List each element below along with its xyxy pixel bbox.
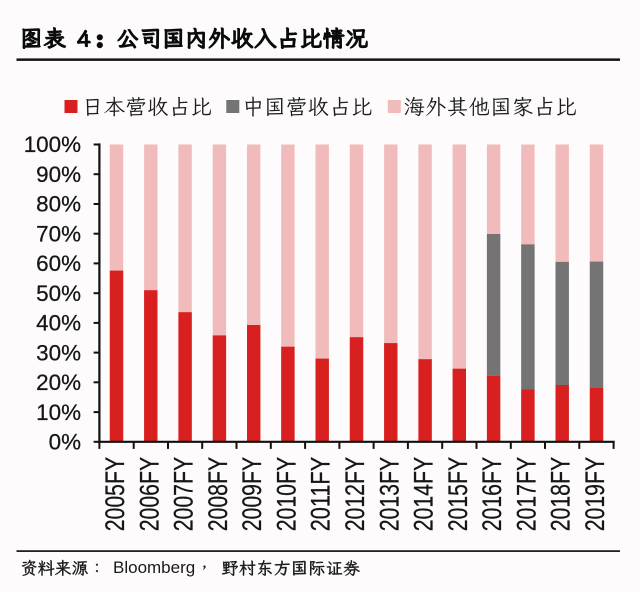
svg-text:40%: 40% bbox=[36, 311, 81, 336]
svg-text:10%: 10% bbox=[36, 400, 81, 425]
svg-text:80%: 80% bbox=[36, 192, 81, 217]
svg-text:2009FY: 2009FY bbox=[237, 457, 267, 532]
svg-text:2006FY: 2006FY bbox=[134, 457, 164, 532]
svg-text:20%: 20% bbox=[36, 370, 81, 395]
svg-text:30%: 30% bbox=[36, 340, 81, 365]
svg-text:2014FY: 2014FY bbox=[409, 457, 439, 532]
svg-text:2019FY: 2019FY bbox=[580, 457, 610, 532]
svg-text:2017FY: 2017FY bbox=[511, 457, 541, 532]
svg-text:90%: 90% bbox=[36, 162, 81, 187]
svg-text:2005FY: 2005FY bbox=[100, 457, 130, 532]
svg-text:100%: 100% bbox=[24, 132, 81, 157]
svg-text:2007FY: 2007FY bbox=[169, 457, 199, 532]
svg-text:60%: 60% bbox=[36, 251, 81, 276]
svg-text:70%: 70% bbox=[36, 221, 81, 246]
svg-text:Bloomberg: Bloomberg bbox=[113, 558, 195, 577]
svg-text:2008FY: 2008FY bbox=[203, 457, 233, 532]
svg-text:0%: 0% bbox=[49, 430, 81, 455]
svg-text:50%: 50% bbox=[36, 281, 81, 306]
svg-text:2015FY: 2015FY bbox=[443, 457, 473, 532]
svg-text:2011FY: 2011FY bbox=[306, 457, 336, 532]
svg-text:2010FY: 2010FY bbox=[271, 457, 301, 532]
svg-text:2013FY: 2013FY bbox=[374, 457, 404, 532]
svg-text:2018FY: 2018FY bbox=[546, 457, 576, 532]
svg-text:2012FY: 2012FY bbox=[340, 457, 370, 532]
svg-text:2016FY: 2016FY bbox=[477, 457, 507, 532]
